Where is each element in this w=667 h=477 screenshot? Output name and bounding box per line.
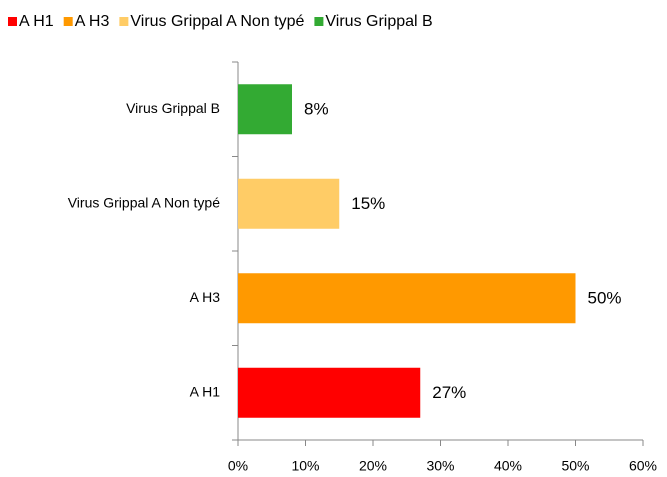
legend-swatch (63, 17, 73, 26)
legend-label: A H3 (75, 13, 110, 30)
bar (238, 178, 340, 229)
bar (238, 84, 292, 135)
x-tick-label: 20% (359, 458, 387, 474)
data-label: 15% (351, 194, 385, 213)
x-tick-label: 50% (561, 458, 589, 474)
x-tick-label: 40% (494, 458, 522, 474)
data-label: 50% (588, 289, 622, 308)
x-tick-label: 10% (291, 458, 319, 474)
legend-swatch (314, 17, 324, 26)
legend-label: Virus Grippal B (325, 13, 432, 30)
y-tick-label: A H3 (190, 289, 221, 305)
y-tick-label: Virus Grippal B (126, 100, 220, 116)
legend-swatch (119, 17, 129, 26)
x-tick-label: 60% (629, 458, 657, 474)
legend-swatch (8, 17, 17, 26)
x-tick-label: 30% (426, 458, 454, 474)
legend-label: Virus Grippal A Non typé (130, 13, 304, 30)
bar (238, 273, 576, 324)
y-tick-label: Virus Grippal A Non typé (68, 194, 220, 210)
data-label: 27% (432, 383, 466, 402)
legend-label: A H1 (19, 13, 54, 30)
x-tick-label: 0% (228, 458, 248, 474)
data-label: 8% (304, 100, 329, 119)
bar (238, 367, 421, 418)
y-tick-label: A H1 (190, 383, 221, 399)
